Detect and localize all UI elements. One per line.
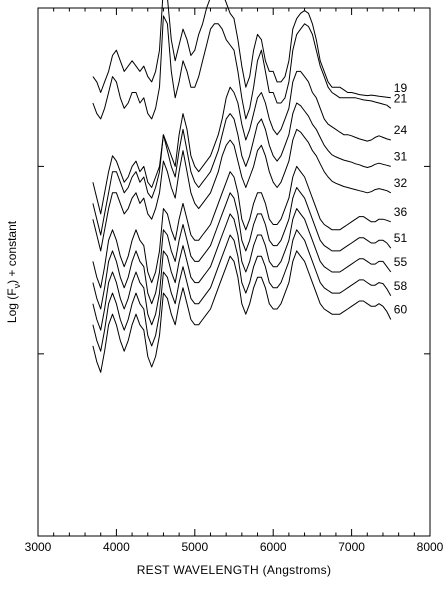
spectrum-line-51: [92, 187, 392, 310]
x-axis-label: REST WAVELENGTH (Angstroms): [137, 563, 332, 577]
series-lines: [92, 0, 392, 373]
plot-frame: [37, 7, 431, 537]
spectrum-line-31: [92, 102, 391, 236]
x-tick-label: 3000: [25, 540, 52, 554]
series-label-55: 55: [394, 255, 408, 269]
series-label-19: 19: [394, 81, 408, 95]
x-tick-label: 4000: [103, 540, 130, 554]
series-label-60: 60: [394, 303, 408, 317]
spectrum-line-55: [92, 208, 392, 331]
y-axis-label-suffix: ) + constant: [5, 220, 19, 284]
series-label-24: 24: [394, 123, 408, 137]
spectrum-line-32: [92, 128, 392, 252]
series-label-31: 31: [394, 149, 408, 163]
series-label-32: 32: [394, 176, 408, 190]
y-axis-label-main: Log (F: [5, 288, 19, 323]
spectrum-line-60: [92, 250, 392, 373]
series-label-21: 21: [394, 91, 408, 105]
y-axis-label: Log (Fν) + constant: [5, 220, 22, 323]
spectrum-line-24: [92, 70, 391, 215]
spectrum-line-19: [92, 0, 391, 99]
spectrum-line-58: [92, 229, 392, 352]
spectrum-line-36: [92, 165, 391, 289]
axis-ticks: [37, 8, 431, 536]
y-axis-label-subscript: ν: [12, 283, 22, 288]
series-label-51: 51: [394, 231, 408, 245]
x-tick-label: 6000: [260, 540, 287, 554]
x-tick-label: 5000: [181, 540, 208, 554]
x-tick-label: 8000: [417, 540, 444, 554]
spectrum-line-21: [92, 15, 392, 120]
x-tick-label: 7000: [338, 540, 365, 554]
series-label-36: 36: [394, 205, 408, 219]
x-tick-labels: 3000 4000 5000 6000 7000 8000: [25, 540, 444, 554]
series-label-58: 58: [394, 279, 408, 293]
